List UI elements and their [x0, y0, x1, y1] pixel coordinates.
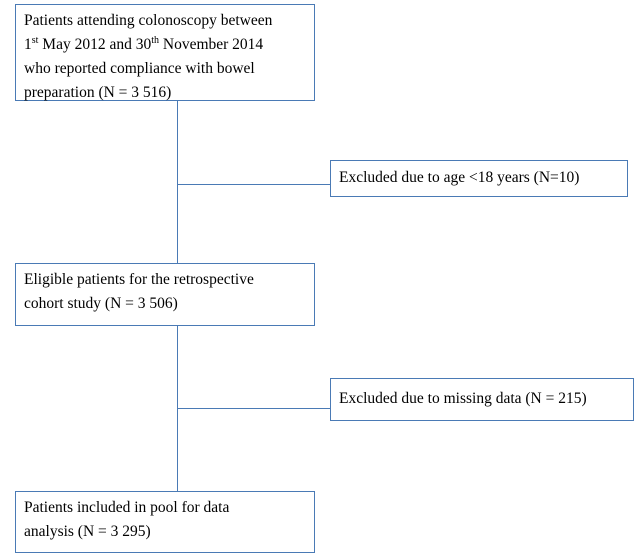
- exclusion-age-text: Excluded due to age <18 years (N=10): [339, 169, 580, 186]
- start-box-line-2-post: November 2014: [159, 36, 264, 53]
- included-box: Patients included in pool for data analy…: [15, 491, 315, 553]
- eligible-box-line-2: cohort study (N = 3 506): [24, 295, 178, 312]
- start-box: Patients attending colonoscopy between 1…: [15, 4, 315, 101]
- start-box-line-2-sup1: st: [31, 34, 39, 46]
- start-box-line-2-mid: May 2012 and 30: [38, 36, 152, 53]
- exclusion-missing-box: Excluded due to missing data (N = 215): [330, 378, 634, 421]
- eligible-box: Eligible patients for the retrospective …: [15, 263, 315, 326]
- connector-to-missing-exclusion: [177, 408, 330, 409]
- connector-to-age-exclusion: [177, 184, 330, 185]
- start-box-line-4: preparation (N = 3 516): [24, 84, 172, 101]
- start-box-line-1: Patients attending colonoscopy between: [24, 12, 273, 29]
- start-box-line-2-sup2: th: [151, 34, 159, 46]
- start-box-line-2-pre: 1: [24, 36, 32, 53]
- start-box-line-2: 1st May 2012 and 30th November 2014: [24, 33, 306, 57]
- start-box-line-3: who reported compliance with bowel: [24, 60, 255, 77]
- exclusion-age-box: Excluded due to age <18 years (N=10): [330, 160, 628, 197]
- exclusion-missing-text: Excluded due to missing data (N = 215): [339, 390, 587, 407]
- connector-start-to-eligible: [177, 101, 178, 263]
- eligible-box-line-1: Eligible patients for the retrospective: [24, 271, 254, 288]
- included-box-line-2: analysis (N = 3 295): [24, 523, 151, 540]
- included-box-line-1: Patients included in pool for data: [24, 499, 230, 516]
